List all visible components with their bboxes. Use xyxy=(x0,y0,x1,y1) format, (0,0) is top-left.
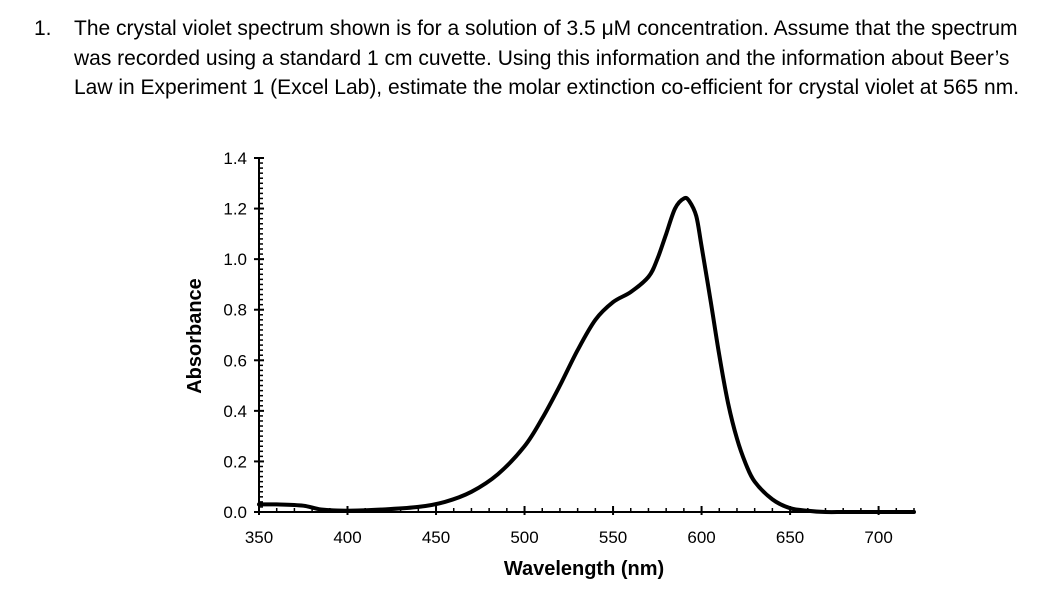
y-tick-label: 0.0 xyxy=(223,503,247,522)
x-tick-label: 700 xyxy=(864,528,892,547)
chart-tick-labels: 0.0 0.2 0.4 0.6 0.8 1.0 1.2 1.4 350 400 450 500 550 6… xyxy=(223,149,892,547)
question-text: The crystal violet spectrum shown is for… xyxy=(74,17,1020,99)
x-tick-label: 500 xyxy=(510,528,538,547)
chart-ticks xyxy=(254,157,915,515)
y-tick-label: 0.2 xyxy=(223,452,247,471)
y-tick-label: 1.4 xyxy=(223,149,247,168)
series-line-absorbance xyxy=(257,195,916,515)
x-tick-label: 450 xyxy=(422,528,450,547)
y-axis-label: Absorbance xyxy=(184,278,206,394)
x-axis-label: Wavelength (nm) xyxy=(504,558,664,580)
y-tick-label: 0.6 xyxy=(223,351,247,370)
x-tick-label: 350 xyxy=(245,528,273,547)
x-tick-label: 600 xyxy=(687,528,715,547)
y-tick-label: 0.4 xyxy=(223,402,247,421)
y-tick-label: 1.0 xyxy=(223,250,247,269)
x-tick-label: 400 xyxy=(333,528,361,547)
question-number: 1. xyxy=(34,17,52,40)
y-tick-label: 0.8 xyxy=(223,301,247,320)
y-tick-label: 1.2 xyxy=(223,200,247,219)
x-tick-label: 550 xyxy=(599,528,627,547)
x-tick-label: 650 xyxy=(776,528,804,547)
